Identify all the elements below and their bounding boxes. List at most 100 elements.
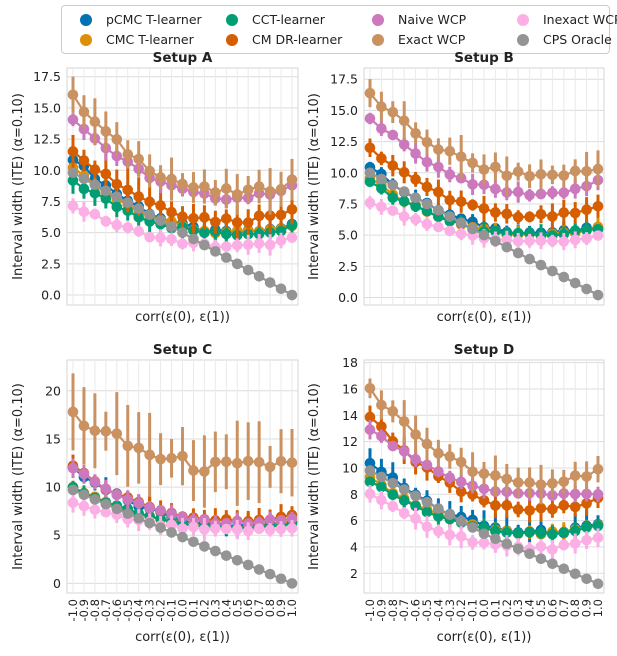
y-tick-label: 0.0: [338, 290, 358, 305]
y-axis-label: Interval width (ITE) (α=0.10): [11, 383, 26, 570]
data-point-naive: [376, 123, 387, 134]
data-point-exact: [535, 168, 547, 180]
chart-title: Setup A: [153, 50, 213, 66]
y-axis-label: Interval width (ITE) (α=0.10): [307, 383, 322, 570]
series-cmdr: [364, 405, 604, 523]
data-point-oracle: [410, 192, 421, 204]
data-point-exact: [133, 153, 144, 165]
data-point-exact: [592, 163, 604, 175]
data-point-cct: [592, 520, 604, 532]
x-tick-label: -0.1: [165, 599, 179, 621]
data-point-oracle: [433, 204, 444, 216]
data-point-oracle: [467, 223, 478, 235]
data-point-inexact: [111, 219, 123, 231]
data-point-cmdr: [501, 500, 513, 511]
data-point-exact: [581, 471, 592, 482]
data-point-oracle: [398, 484, 410, 495]
data-point-cct: [387, 489, 399, 501]
data-point-oracle: [387, 179, 399, 191]
data-point-oracle: [512, 247, 524, 259]
legend-label-cmc: CMC T-learner: [106, 32, 194, 47]
series-inexact: [67, 198, 298, 256]
data-point-inexact: [67, 200, 79, 212]
data-point-inexact: [376, 494, 387, 506]
chart-panel-4: 2 4 6 8 10 12 14 16 18 Setup D Interval width (ITE…: [307, 342, 605, 645]
data-point-naive: [364, 113, 376, 124]
data-point-oracle: [111, 503, 123, 515]
data-point-naive: [364, 424, 376, 435]
data-point-exact: [67, 89, 79, 101]
data-point-exact: [177, 178, 188, 190]
data-point-inexact: [444, 529, 456, 541]
data-point-exact: [433, 448, 444, 459]
data-point-exact: [558, 476, 570, 487]
data-point-inexact: [535, 235, 547, 247]
data-point-naive: [275, 514, 287, 526]
data-point-inexact: [501, 234, 513, 246]
data-point-exact: [264, 186, 276, 197]
data-point-cct: [490, 226, 501, 237]
data-point-inexact: [410, 214, 421, 225]
data-point-exact: [444, 451, 456, 462]
data-point-exact: [490, 470, 501, 481]
x-tick-label: -0.9: [374, 599, 388, 621]
data-point-cct: [253, 228, 265, 240]
x-tick-label: 0.1: [186, 599, 200, 617]
data-point-cmdr: [467, 199, 478, 211]
data-point-cmdr: [524, 211, 535, 223]
data-point-inexact: [231, 524, 243, 535]
data-point-cct: [398, 196, 410, 207]
data-point-exact: [166, 453, 177, 464]
y-tick-label: 16: [342, 381, 358, 396]
data-point-exact: [78, 420, 90, 432]
data-point-oracle: [286, 578, 298, 589]
series-inexact: [364, 485, 604, 559]
data-point-naive: [592, 489, 604, 500]
data-point-naive: [133, 497, 144, 509]
data-point-exact: [111, 134, 123, 145]
data-point-cct: [221, 228, 232, 240]
data-point-inexact: [144, 231, 155, 243]
data-point-cmdr: [155, 200, 166, 211]
data-point-exact: [581, 165, 592, 177]
data-point-oracle: [547, 265, 558, 277]
legend-label-pcmc: pCMC T-learner: [106, 12, 202, 27]
data-point-oracle: [524, 548, 535, 560]
data-point-cct: [376, 183, 387, 194]
data-point-cmdr: [231, 217, 243, 228]
data-point-oracle: [455, 515, 467, 527]
data-point-cmdr: [376, 153, 387, 164]
data-point-cmdr: [512, 504, 524, 515]
x-tick-label: -0.5: [420, 599, 434, 621]
data-point-exact: [433, 144, 444, 155]
data-point-exact: [166, 173, 177, 185]
x-tick-label: 0.1: [488, 599, 502, 617]
x-tick-label: -0.9: [77, 599, 91, 621]
data-point-cmdr: [455, 486, 467, 497]
data-point-cmdr: [467, 489, 478, 500]
data-point-naive: [421, 459, 433, 471]
data-point-naive: [444, 169, 456, 180]
data-point-exact: [188, 465, 199, 476]
data-point-inexact: [286, 523, 298, 534]
x-tick-label: 0.5: [230, 599, 244, 617]
data-point-cmdr: [535, 208, 547, 220]
series-exact: [364, 79, 604, 196]
data-point-exact: [512, 477, 524, 488]
data-point-oracle: [264, 568, 276, 580]
data-point-oracle: [100, 498, 112, 510]
x-tick-label: -0.3: [143, 599, 157, 621]
data-point-oracle: [67, 484, 79, 496]
data-point-exact: [547, 169, 558, 181]
data-point-exact: [253, 456, 265, 468]
series-inexact: [67, 492, 298, 541]
data-point-oracle: [490, 533, 501, 545]
data-point-oracle: [78, 173, 90, 185]
x-tick-label: -0.6: [110, 599, 124, 621]
y-tick-label: 17.5: [330, 72, 358, 87]
y-tick-label: 14: [342, 408, 358, 423]
data-point-cct: [376, 481, 387, 493]
data-point-inexact: [242, 525, 254, 537]
x-tick-label: 1.0: [591, 599, 605, 617]
